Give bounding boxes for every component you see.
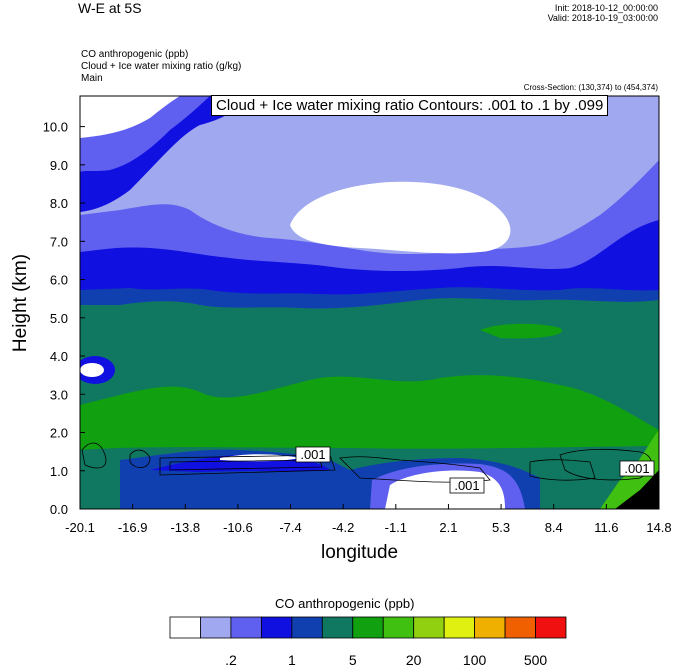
x-tick-label: 8.4 bbox=[545, 520, 563, 535]
x-tick-label: 5.3 bbox=[492, 520, 510, 535]
colorbar-tick-label: 100 bbox=[463, 652, 487, 667]
colorbar-tick-label: 1 bbox=[288, 652, 296, 667]
variable-label-cloud: Cloud + Ice water mixing ratio (g/kg) bbox=[81, 61, 242, 72]
colorbar-tick-label: 5 bbox=[349, 652, 357, 667]
colorbar-tick-label: 20 bbox=[406, 652, 422, 667]
colorbar-swatch bbox=[230, 616, 262, 639]
x-tick-label: -20.1 bbox=[65, 520, 95, 535]
colorbar-title: CO anthropogenic (ppb) bbox=[275, 596, 415, 611]
colorbar-swatch bbox=[321, 616, 354, 639]
y-tick-label: 3.0 bbox=[50, 387, 68, 402]
colorbar-swatch bbox=[200, 616, 232, 639]
x-tick-label: -10.6 bbox=[223, 520, 253, 535]
colorbar-swatch bbox=[443, 616, 476, 639]
y-tick-label: 10.0 bbox=[43, 120, 68, 135]
field-shading bbox=[80, 96, 659, 509]
colorbar: .2 1 5 20 100 500 bbox=[169, 616, 567, 667]
x-tick-label: 11.6 bbox=[594, 520, 618, 535]
x-tick-label: -13.8 bbox=[170, 520, 200, 535]
y-tick-label: 2.0 bbox=[50, 426, 68, 441]
x-tick-label: -7.4 bbox=[279, 520, 301, 535]
x-tick-label: -1.1 bbox=[385, 520, 407, 535]
x-tick-label: 2.1 bbox=[439, 520, 457, 535]
colorbar-swatch bbox=[413, 616, 445, 639]
contour-label: .001 bbox=[624, 461, 649, 476]
colorbar-swatch bbox=[352, 616, 384, 639]
colorbar-swatch bbox=[291, 616, 323, 639]
colorbar-tick-label: 500 bbox=[524, 652, 548, 667]
colorbar-swatch bbox=[169, 616, 201, 639]
y-tick-label: 8.0 bbox=[50, 196, 68, 211]
x-axis-label: longitude bbox=[321, 542, 399, 563]
variable-label-main: Main bbox=[81, 73, 103, 84]
x-tick-label: 14.8 bbox=[646, 520, 671, 535]
y-tick-label: 9.0 bbox=[50, 158, 68, 173]
axes: -20.1 -16.9 -13.8 -10.6 -7.4 -4.2 -1.1 2.1 5.3 8.… bbox=[43, 120, 672, 535]
colorbar-swatch bbox=[474, 616, 506, 639]
x-tick-label: -4.2 bbox=[332, 520, 354, 535]
variable-label-co: CO anthropogenic (ppb) bbox=[81, 49, 189, 60]
contour-label: .001 bbox=[454, 478, 479, 493]
colorbar-swatch bbox=[260, 616, 293, 639]
cross-section-label: Cross-Section: (130,374) to (454,374) bbox=[523, 83, 658, 92]
y-tick-label: 4.0 bbox=[50, 349, 68, 364]
colorbar-swatch bbox=[382, 616, 415, 639]
contour-label: .001 bbox=[300, 447, 325, 462]
y-tick-label: 1.0 bbox=[50, 464, 68, 479]
colorbar-tick-label: .2 bbox=[225, 652, 237, 667]
colorbar-swatch bbox=[535, 616, 567, 639]
y-tick-label: 5.0 bbox=[50, 311, 68, 326]
valid-time: Valid: 2018-10-19_03:00:00 bbox=[547, 13, 658, 23]
chart-title: W-E at 5S bbox=[78, 0, 142, 16]
y-tick-label: 7.0 bbox=[50, 234, 68, 249]
init-time: Init: 2018-10-12_00:00:00 bbox=[554, 3, 658, 13]
y-axis-label: Height (km) bbox=[10, 253, 32, 353]
colorbar-swatch bbox=[504, 616, 536, 639]
contour-legend: Cloud + Ice water mixing ratio Contours:… bbox=[211, 95, 609, 116]
y-tick-label: 0.0 bbox=[50, 502, 68, 517]
x-tick-label: -16.9 bbox=[118, 520, 148, 535]
contour-label-boxes: .001 .001 .001 bbox=[295, 446, 655, 494]
y-tick-label: 6.0 bbox=[50, 273, 68, 288]
